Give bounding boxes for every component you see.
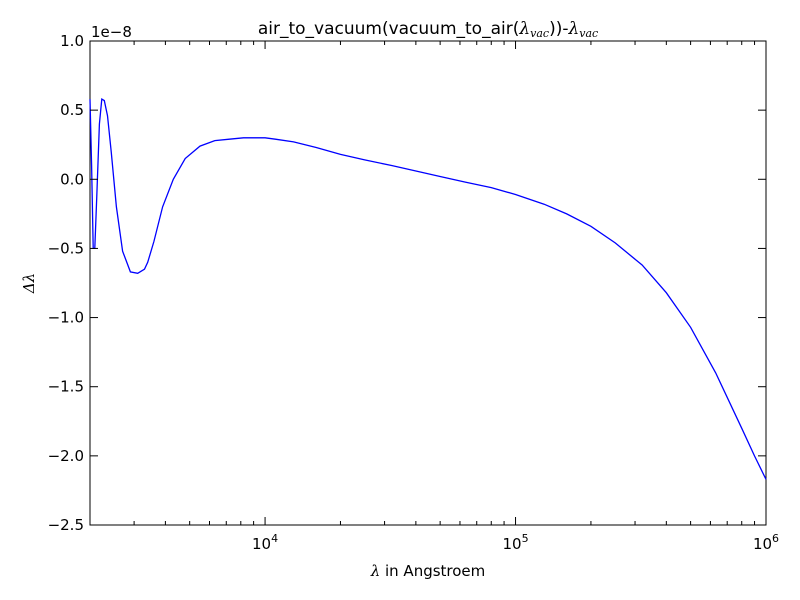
chart-title-symbol-1: λ [518,19,530,39]
x-tick-label: 105 [502,532,528,553]
chart-title-prefix: air_to_vacuum(vacuum_to_air( [258,19,520,39]
y-tick-label: 0.5 [60,101,84,119]
y-offset-text: 1e−8 [91,23,132,41]
chart-title-subscript-2: vac [579,27,598,40]
x-tick-label: 104 [252,532,278,553]
y-tick-label: −0.5 [48,239,84,257]
y-tick-label: 1.0 [60,32,84,50]
y-axis-label: Δλ [20,273,38,294]
y-axis-ticks: 1.0 0.5 0.0 −0.5 −1.0 −1.5 −2.0 −2.5 [48,32,766,534]
chart-title-subscript-1: vac [530,27,549,40]
chart-title: air_to_vacuum(vacuum_to_air(λvac))-λvac [258,19,598,40]
x-axis-label-symbol: λ [370,562,381,580]
y-tick-label: −2.0 [48,447,84,465]
y-tick-label: −2.5 [48,516,84,534]
x-axis-ticks: 104 105 106 [252,41,779,553]
chart-title-symbol-2: λ [567,19,579,39]
x-axis-label: λ in Angstroem [370,562,486,580]
chart-title-middle: ))- [549,19,568,39]
y-tick-label: −1.5 [48,378,84,396]
y-tick-label: 0.0 [60,170,84,188]
plot-frame [89,40,767,526]
series-line [89,98,767,480]
x-tick-label: 106 [753,532,779,553]
x-axis-label-text: in Angstroem [380,562,485,580]
x-axis-minor-ticks [89,41,756,525]
y-tick-label: −1.0 [48,309,84,327]
